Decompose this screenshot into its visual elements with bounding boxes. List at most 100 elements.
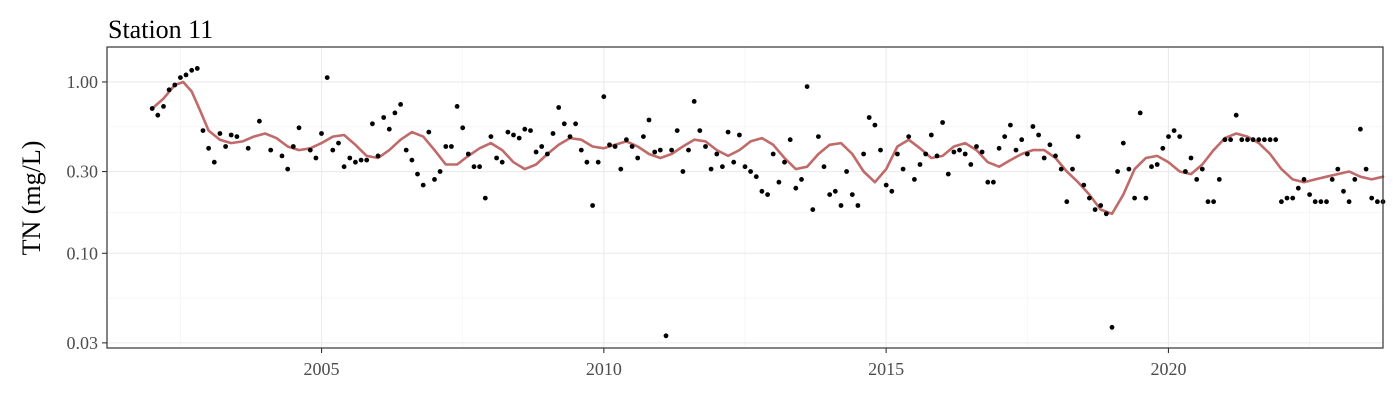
data-point [155,112,161,118]
data-point [545,151,550,157]
data-point [573,121,578,127]
data-point [821,164,827,170]
data-point [1064,199,1070,205]
data-point [392,110,398,116]
data-point [550,131,556,136]
data-point [1262,137,1267,143]
data-point [849,192,855,198]
data-point [889,188,895,194]
x-tick-label: 2020 [1150,359,1186,379]
data-point [206,145,212,151]
data-point [211,159,217,165]
data-point [635,155,641,161]
y-tick-label: 0.10 [67,243,99,263]
y-axis-label: TN (mg/L) [17,141,46,256]
data-point [691,99,697,104]
data-point [341,164,347,170]
data-point [1177,134,1183,140]
data-point [1126,166,1132,172]
data-point [1019,137,1025,143]
data-point [1058,166,1064,172]
data-point [1279,199,1284,205]
data-point [1369,195,1375,201]
data-point [420,182,426,188]
y-axis: 0.03 0.10 0.30 1.00 [67,72,107,353]
data-point [386,126,392,132]
data-point [861,151,866,157]
data-point [1211,199,1216,205]
data-point [415,171,420,177]
data-point [1008,122,1013,128]
data-point [556,105,562,110]
data-point [1346,199,1352,205]
data-point [714,151,720,157]
data-point [686,147,691,153]
data-point [1307,192,1312,198]
data-point [1233,112,1239,118]
data-point [1137,110,1143,116]
data-point [1205,199,1211,205]
data-point [917,162,923,167]
data-point [1013,147,1019,153]
data-point [313,155,319,161]
data-point [1149,164,1154,170]
data-point [330,147,336,153]
data-point [1199,166,1205,172]
data-point [1036,132,1041,138]
data-point [1087,195,1092,201]
data-point [720,164,725,170]
data-point [1284,195,1290,201]
data-point [1098,203,1104,208]
data-point [1245,137,1250,143]
data-point [900,166,906,172]
data-point [1335,166,1341,172]
chart-title: Station 11 [108,15,213,44]
data-point [1250,137,1256,143]
data-point [618,166,624,172]
data-point [1188,155,1194,161]
data-point [607,142,612,148]
data-point [268,147,274,153]
data-point [364,157,370,163]
data-point [1228,137,1233,143]
data-point [477,164,482,170]
data-point [787,137,793,143]
data-point [336,140,341,146]
data-point [516,135,522,141]
data-point [1070,166,1075,172]
data-point [1024,151,1030,157]
data-point [1295,185,1301,191]
data-point [923,151,929,157]
data-point [770,151,776,157]
data-point [974,144,979,149]
data-point [353,159,358,165]
data-point [1183,169,1188,174]
data-point [1267,137,1273,143]
data-point [1341,188,1346,194]
data-point [567,134,573,140]
data-point [799,177,804,182]
data-point [641,134,646,140]
data-point [319,131,324,136]
data-point [612,144,618,149]
x-axis: 2005 2010 2015 2020 [304,348,1186,379]
data-point [257,118,262,124]
data-point [1329,177,1335,182]
data-point [172,82,178,88]
data-point [528,128,533,134]
data-point [375,153,381,159]
data-point [578,147,584,153]
data-point [488,134,494,140]
data-point [1216,177,1222,182]
data-point [832,188,838,194]
data-point [742,164,748,170]
data-point [940,120,945,125]
data-point [432,177,437,182]
data-point [381,115,387,120]
data-point [409,157,415,163]
data-point [731,159,737,165]
data-point [437,169,443,174]
trend-line-layer [150,80,1385,216]
data-point [912,177,917,182]
